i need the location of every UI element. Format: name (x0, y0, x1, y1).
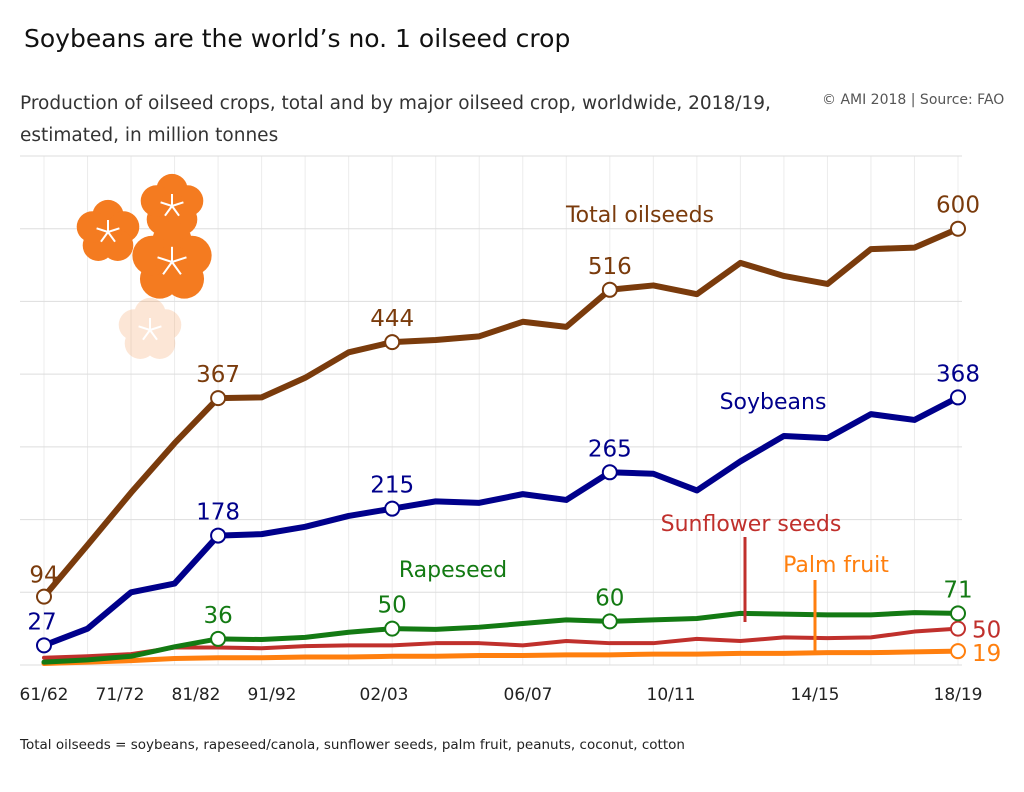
data-label-soybeans: 178 (196, 500, 240, 526)
flower-stamen (107, 231, 116, 243)
x-axis-ticks: 61/62 71/72 81/82 91/92 02/03 06/07 10/11 14/15… (20, 685, 983, 705)
data-label-total: 367 (196, 362, 240, 388)
x-tick-label: 14/15 (791, 685, 840, 705)
flower-stamen (160, 201, 173, 207)
flower-logo (76, 173, 212, 359)
x-tick-label: 71/72 (96, 685, 145, 705)
flower-petal (118, 309, 150, 341)
flower-petal (150, 309, 182, 341)
data-point-soybeans (210, 527, 227, 544)
chart-subtitle: Production of oilseed crops, total and b… (20, 93, 771, 146)
x-tick-label: 81/82 (172, 685, 221, 705)
flower-stamen (138, 325, 151, 331)
series-callouts (743, 537, 817, 653)
data-label-soybeans: 265 (588, 436, 632, 462)
data-point-rapeseed (950, 605, 966, 622)
data-point-sunflower (950, 620, 966, 637)
flower-reflection (118, 297, 182, 359)
data-label-soybeans: 368 (936, 361, 980, 387)
data-point-soybeans (950, 389, 966, 406)
data-label-soybeans: 215 (370, 473, 414, 499)
data-label-total: 444 (370, 306, 414, 332)
series-name-soybeans: Soybeans (720, 390, 827, 415)
flower-stamen (162, 261, 173, 275)
chart-title: Soybeans are the world’s no. 1 oilseed c… (24, 24, 571, 53)
data-point-total (950, 220, 966, 237)
data-point-soybeans (36, 637, 52, 654)
data-label-total: 600 (936, 193, 980, 219)
data-label-rapeseed: 60 (595, 585, 624, 611)
data-point-rapeseed (210, 630, 227, 647)
flower-stamen (164, 205, 173, 217)
x-tick-label: 10/11 (647, 685, 696, 705)
series-line-rapeseed (41, 610, 961, 665)
flower-petal (124, 327, 156, 359)
series-name-total: Total oilseeds (565, 203, 714, 228)
flower-blossom (132, 221, 212, 299)
chart-series (41, 225, 961, 667)
x-tick-label: 61/62 (20, 685, 69, 705)
flower-stamen (96, 227, 109, 233)
data-label-palm: 19 (972, 641, 1001, 667)
data-label-rapeseed: 71 (943, 577, 972, 603)
flower-stamen (100, 231, 109, 243)
x-tick-label: 02/03 (360, 685, 409, 705)
flower-stamen (157, 256, 173, 263)
x-tick-label: 18/19 (934, 685, 983, 705)
data-label-soybeans: 27 (27, 609, 56, 635)
flower-stamen (107, 227, 120, 233)
flower-blossom (76, 199, 140, 261)
data-point-soybeans (384, 500, 401, 517)
series-name-sunflower: Sunflower seeds (661, 512, 842, 537)
data-point-palm (950, 643, 966, 660)
series-line-palm (41, 648, 961, 667)
data-label-total: 516 (588, 254, 632, 280)
data-point-total (601, 281, 618, 298)
data-label-rapeseed: 50 (378, 593, 407, 619)
flower-stamen (149, 329, 158, 341)
x-tick-label: 06/07 (504, 685, 553, 705)
flower-stamen (142, 329, 151, 341)
data-point-total (384, 334, 401, 351)
series-line-sunflower (42, 626, 960, 660)
source-credit: © AMI 2018 | Source: FAO (822, 92, 1005, 108)
chart-grid (20, 155, 962, 666)
chart-points (36, 220, 966, 660)
data-point-rapeseed (384, 620, 401, 637)
data-label-total: 94 (29, 563, 58, 589)
x-tick-label: 91/92 (248, 685, 297, 705)
data-label-rapeseed: 36 (203, 603, 232, 629)
series-name-rapeseed: Rapeseed (399, 558, 507, 583)
data-point-rapeseed (601, 613, 618, 630)
data-point-total (36, 588, 52, 605)
flower-stamen (171, 261, 182, 275)
footnote: Total oilseeds = soybeans, rapeseed/cano… (20, 737, 685, 753)
flower-center (136, 316, 164, 344)
flower-petal (134, 297, 166, 330)
flower-stamen (171, 201, 184, 207)
data-label-sunflower: 50 (972, 618, 1001, 644)
series-line-total (41, 225, 961, 600)
flower-petal (144, 327, 176, 359)
flower-stamen (171, 256, 187, 263)
series-name-palm: Palm fruit (783, 553, 889, 578)
flower-stamen (149, 325, 162, 331)
flower-stamen (171, 205, 180, 217)
data-point-soybeans (601, 464, 618, 481)
series-line-soybeans (41, 394, 961, 649)
data-point-total (210, 390, 227, 407)
